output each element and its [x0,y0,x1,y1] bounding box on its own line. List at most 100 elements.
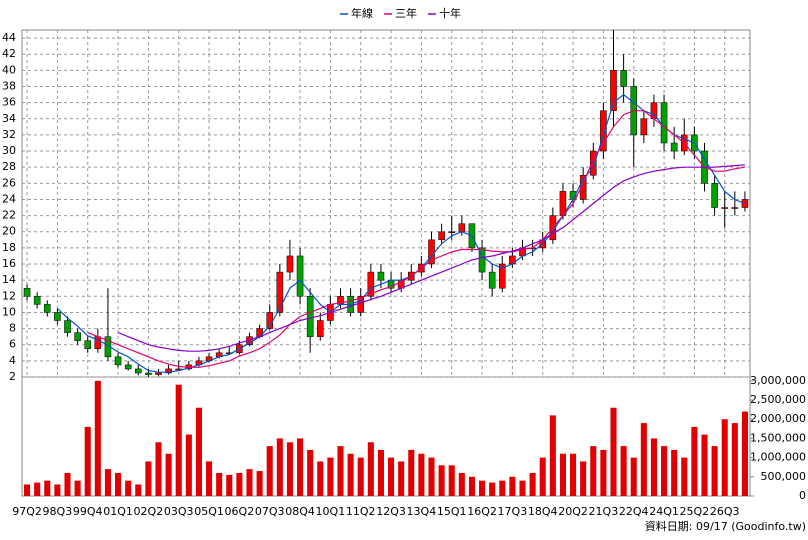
volume-bar [458,472,465,496]
candle-body [600,110,607,152]
volume-bar [640,423,647,496]
ma-line [87,110,745,368]
y-tick-label: 32 [2,128,16,141]
candle-body [316,320,324,337]
volume-bar [155,442,162,496]
volume-bar [74,480,81,496]
ma-line [56,93,746,373]
y2-tick-label: 1,500,000 [750,431,806,444]
volume-bar [145,461,152,496]
y-tick-label: 28 [2,160,16,173]
x-tick-label: 18Q4 [528,505,558,518]
x-tick-label: 12Q3 [376,505,406,518]
y-tick-label: 26 [2,176,16,189]
candle-body [104,336,112,358]
volume-bar [499,480,506,496]
volume-bar [125,480,132,496]
volume-bar [206,461,213,496]
y-tick-label: 34 [2,112,16,125]
volume-bar [377,449,384,496]
volume-bar [630,457,637,496]
volume-bar [94,380,101,496]
volume-bar [559,453,566,496]
x-tick-label: 25Q2 [680,505,710,518]
y-tick-label: 4 [9,354,16,367]
x-tick-label: 10Q1 [316,505,346,518]
x-tick-label: 26Q3 [710,505,740,518]
candle-body [438,231,445,241]
volume-bar [741,411,748,496]
volume-bar [711,446,718,496]
volume-bar [468,476,475,496]
volume-bar [44,480,51,496]
volume-bar [347,453,354,496]
candle-body [64,320,71,333]
y-tick-label: 10 [2,305,16,318]
volume-bar [408,449,415,496]
volume-bar [104,469,111,496]
candle-body [620,70,627,87]
x-tick-label: 11Q2 [346,505,376,518]
volume-bar [681,457,688,496]
y-tick-label: 12 [2,289,16,302]
legend-label: 十年 [439,6,461,20]
volume-bar [175,384,182,496]
y-tick-label: 14 [2,273,16,286]
y2-tick-label: 0 [799,489,806,502]
candle-body [74,332,81,341]
candle-body [488,271,496,289]
legend-label: 三年 [395,6,417,20]
candle-body [741,199,749,208]
candle-body [660,102,668,144]
volume-bar [276,438,283,496]
candle-body [145,372,152,375]
volume-bar [620,446,627,496]
volume-bar [489,482,496,496]
x-tick-label: 08Q4 [285,505,315,518]
candle-body [296,255,304,297]
volume-bar [701,434,708,496]
x-tick-label: 06Q2 [225,505,255,518]
volume-bar [610,407,617,496]
volume-bar [165,453,172,496]
y-tick-label: 8 [9,322,16,335]
y-tick-label: 6 [9,338,16,351]
volume-bar [539,457,546,496]
candle-body [43,304,51,313]
x-tick-label: 21Q3 [589,505,619,518]
x-tick-label: 17Q3 [498,505,528,518]
volume-bar [388,457,395,496]
legend-label: 年線 [351,6,373,20]
volume-bar [721,419,728,496]
y-tick-label: 42 [2,47,16,60]
y-tick-label: 30 [2,144,16,157]
candle-body [670,142,678,152]
volume-bar [185,434,192,496]
volume-bar [24,484,31,496]
y2-tick-label: 1,000,000 [750,451,806,464]
price-panel [21,29,751,378]
volume-bar [509,476,516,496]
x-tick-label: 13Q4 [407,505,437,518]
candle-body [610,70,617,111]
volume-bar [307,449,314,496]
y-tick-label: 22 [2,209,16,222]
volume-bar [236,472,243,496]
candle-body [286,255,294,273]
x-tick-label: 03Q3 [164,505,194,518]
volume-bar [266,446,273,496]
volume-bar [570,453,577,496]
candle-body [124,364,132,370]
volume-bar [448,465,455,496]
x-tick-label: 99Q4 [73,505,103,518]
volume-bar [286,442,293,496]
volume-bar [135,484,142,496]
y-tick-label: 44 [2,31,16,44]
volume-bar [297,438,304,496]
candle-body [458,223,466,232]
candle-body [731,207,739,209]
volume-bar [549,415,556,496]
candle-body [589,150,597,176]
y2-tick-label: 2,000,000 [750,412,806,425]
